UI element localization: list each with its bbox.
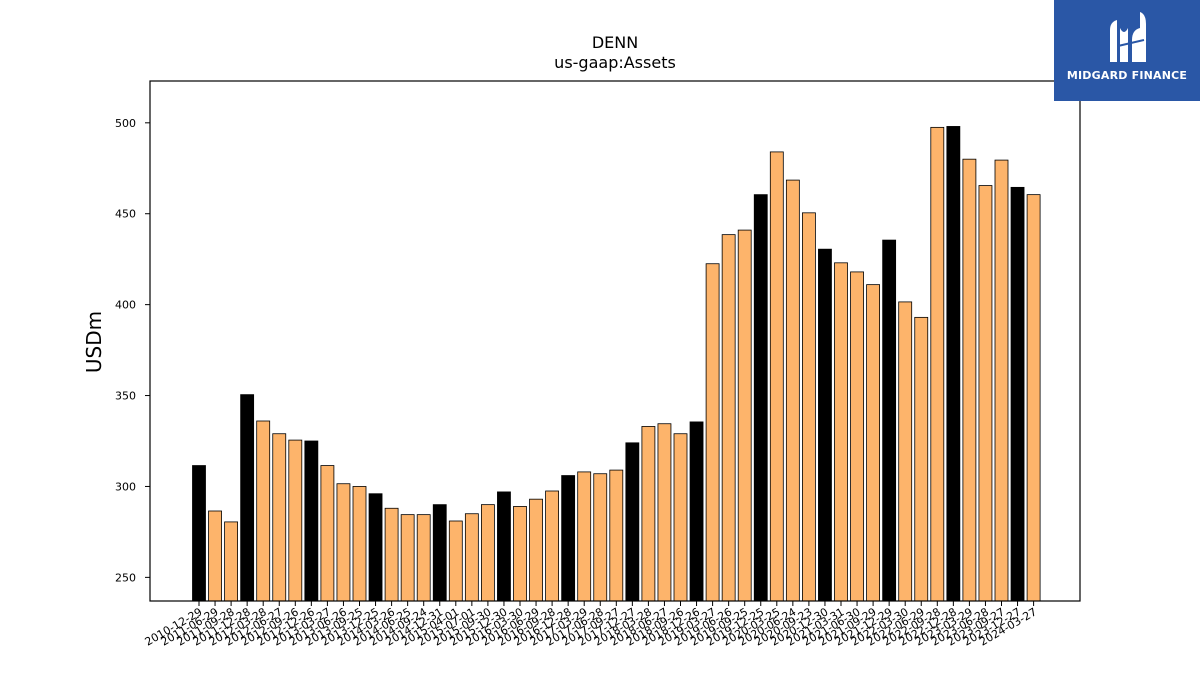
bar [256, 420, 271, 602]
y-tick-label: 300 [115, 480, 136, 493]
plot-frame [149, 80, 1081, 602]
bar [400, 514, 415, 602]
bar [689, 421, 704, 602]
bar [705, 263, 720, 602]
bar [962, 158, 977, 602]
bar [192, 465, 206, 602]
bar [721, 234, 736, 602]
bar [882, 239, 897, 602]
bar [288, 439, 303, 602]
bar [818, 248, 832, 602]
bar [545, 490, 559, 602]
chart-title: DENN [592, 33, 638, 52]
bar [850, 271, 864, 602]
bar [448, 520, 463, 602]
bar [593, 473, 608, 602]
bar [208, 510, 222, 602]
bar [464, 513, 479, 602]
bar [834, 262, 848, 602]
bar [320, 465, 335, 602]
y-tick-label: 350 [115, 390, 136, 403]
bar [641, 426, 656, 602]
bar [737, 229, 752, 602]
bar [224, 521, 239, 602]
bar [352, 486, 367, 602]
bar [272, 433, 287, 602]
bar [432, 504, 447, 602]
bar [657, 423, 672, 602]
bar [753, 194, 768, 602]
bar [577, 471, 592, 602]
bar [898, 301, 913, 602]
bar [561, 475, 576, 602]
y-axis: 250 300 350 400 450 500 [115, 117, 150, 584]
bar [946, 126, 961, 602]
bar [416, 514, 431, 602]
y-tick-label: 450 [115, 208, 136, 221]
bar [930, 126, 945, 602]
y-tick-label: 500 [115, 117, 136, 130]
bar-series [192, 126, 1041, 602]
y-tick-label: 250 [115, 571, 136, 584]
bar [480, 504, 495, 602]
bar [802, 212, 816, 602]
bar [304, 440, 319, 602]
x-axis: 2010-12-292011-06-292011-09-282011-12-28… [143, 601, 1039, 649]
bar [914, 316, 929, 602]
bar [240, 394, 255, 602]
midgard-finance-logo: MIDGARD FINANCE [1054, 0, 1200, 101]
bar [529, 498, 543, 602]
bar [1010, 186, 1025, 602]
bar [785, 179, 800, 602]
y-tick-label: 400 [115, 299, 136, 312]
bar [866, 284, 880, 602]
bar [625, 442, 640, 602]
bar [673, 433, 688, 602]
bar [497, 491, 511, 602]
bar [513, 506, 527, 602]
bar [769, 151, 784, 602]
bar [994, 159, 1009, 602]
bar [1026, 194, 1041, 602]
chart-subtitle: us-gaap:Assets [554, 53, 676, 72]
bar [609, 469, 624, 602]
logo-text: MIDGARD FINANCE [1066, 69, 1188, 82]
y-axis-label: USDm [82, 311, 106, 373]
bar [336, 483, 351, 602]
bar [368, 493, 383, 602]
bar [978, 185, 993, 602]
bar [384, 507, 399, 602]
midgard-logo-icon [1110, 12, 1146, 62]
